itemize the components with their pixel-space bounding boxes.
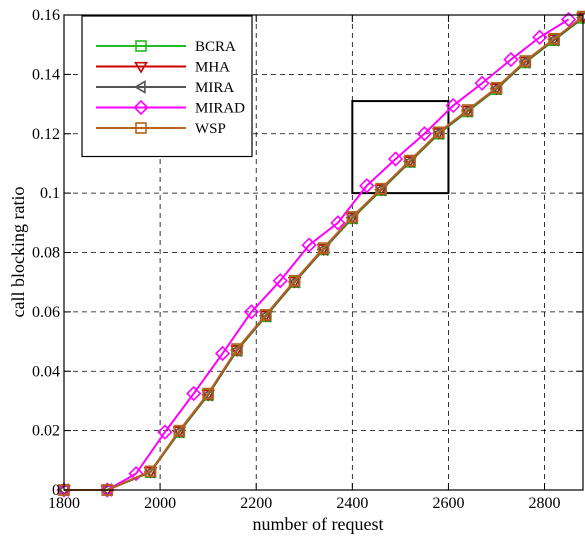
data-point-mira <box>287 274 300 289</box>
data-point-wsp <box>231 343 243 355</box>
data-point-mirad <box>330 215 346 231</box>
data-point-mira <box>172 424 184 439</box>
legend-label-mirad: MIRAD <box>195 101 245 117</box>
data-point-wsp <box>173 424 186 437</box>
y-tick-label: 0 <box>52 482 60 499</box>
data-point-mira <box>460 103 473 118</box>
data-point-mirad <box>128 466 144 482</box>
data-point-wsp <box>433 126 445 139</box>
data-point-mirad <box>157 424 173 440</box>
data-point-mirad <box>532 29 548 45</box>
data-point-mirad <box>272 273 288 289</box>
x-tick-label: 2600 <box>432 495 464 512</box>
data-point-mira <box>143 464 156 479</box>
data-series <box>56 10 585 498</box>
axis-ticks: 1800 2000 2200 2400 2600 2800 0 0.02 0.04 0.06 0.0… <box>32 7 583 512</box>
data-point-wsp <box>317 242 330 254</box>
data-point-mirad <box>301 237 317 253</box>
zoom-box <box>351 100 450 195</box>
legend-marker-wsp <box>135 122 147 134</box>
data-point-mira <box>229 343 242 358</box>
data-point-mira <box>431 126 444 141</box>
y-tick-label: 0.1 <box>40 185 60 202</box>
x-tick-label: 2800 <box>529 495 561 512</box>
y-tick-label: 0.12 <box>32 126 60 143</box>
data-point-wsp <box>144 465 157 478</box>
legend-label-bcra: BCRA <box>195 39 236 55</box>
x-axis-label: number of request <box>253 514 384 534</box>
data-point-mira <box>316 242 329 257</box>
legend-marker-mirad <box>133 99 149 116</box>
x-tick-label: 2400 <box>336 495 368 512</box>
data-point-mirad <box>359 178 375 194</box>
x-tick-label: 2000 <box>144 495 176 512</box>
data-point-wsp <box>346 211 359 223</box>
data-point-wsp <box>260 309 272 321</box>
data-point-wsp <box>404 154 416 167</box>
y-tick-label: 0.14 <box>32 66 60 83</box>
data-point-mirad <box>503 51 519 68</box>
y-tick-label: 0.16 <box>32 7 60 24</box>
data-point-wsp <box>519 55 532 67</box>
series-line-mirad <box>64 18 570 491</box>
legend: BCRA MHA MIRA MIRAD WSP <box>81 15 253 158</box>
data-point-mirad <box>387 151 404 167</box>
data-point-mira <box>402 154 415 169</box>
data-point-wsp <box>548 32 560 45</box>
zoom-rectangle <box>351 100 450 195</box>
y-tick-label: 0.04 <box>32 363 60 380</box>
series-wsp <box>58 10 585 496</box>
data-point-mira <box>374 182 386 197</box>
data-point-wsp <box>490 81 503 94</box>
data-point-mirad <box>214 345 231 362</box>
legend-marker-bcra <box>135 40 147 52</box>
data-point-mirad <box>243 304 260 320</box>
data-point-mira <box>345 210 357 225</box>
legend-label-wsp: WSP <box>195 121 226 137</box>
data-point-mirad <box>474 75 490 91</box>
data-point-wsp <box>288 274 301 287</box>
legend-marker-mira <box>133 80 146 94</box>
data-point-mira <box>201 387 213 402</box>
data-point-mirad <box>445 97 461 114</box>
data-point-mirad <box>416 126 433 142</box>
legend-marker-mha <box>134 61 148 74</box>
legend-label-mira: MIRA <box>195 80 234 96</box>
x-tick-label: 2200 <box>240 495 272 512</box>
data-point-mirad <box>560 11 577 28</box>
y-axis-label: call blocking ratio <box>8 187 28 318</box>
y-tick-label: 0.08 <box>32 245 60 262</box>
data-point-mirad <box>186 385 202 402</box>
grid-lines <box>64 15 583 490</box>
y-tick-label: 0.06 <box>32 304 60 321</box>
data-point-mira <box>518 55 530 69</box>
data-point-mira <box>489 81 502 96</box>
x-tick-label: 1800 <box>48 495 80 512</box>
data-point-wsp <box>375 182 387 195</box>
data-point-mira <box>258 308 271 323</box>
data-point-wsp <box>202 387 214 400</box>
data-point-mira <box>547 32 559 47</box>
legend-label-mha: MHA <box>195 60 230 76</box>
y-tick-label: 0.02 <box>32 423 60 440</box>
data-point-wsp <box>461 104 474 116</box>
